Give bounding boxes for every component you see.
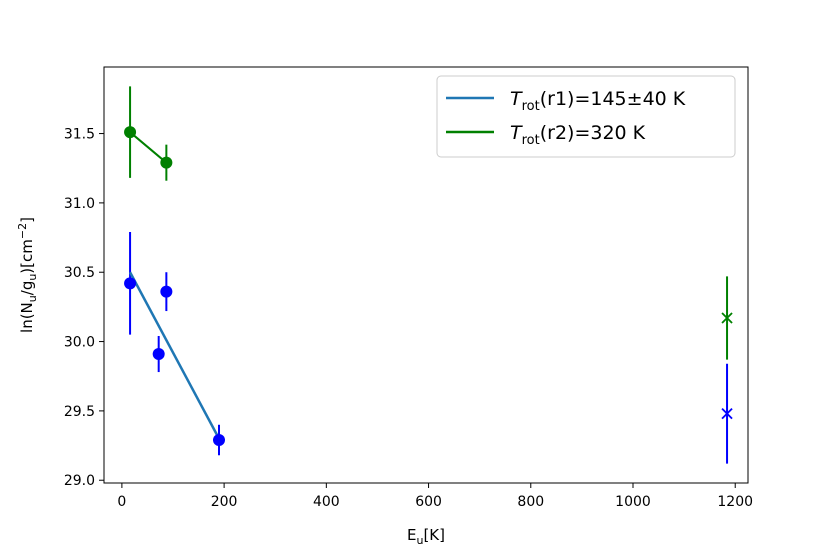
y-axis-label-sub2: u (26, 274, 39, 281)
legend: Trot(r1)=145±40 K Trot(r2)=320 K (436, 75, 736, 158)
data-marks (124, 86, 733, 464)
x-axis-label: Eu[K] (407, 526, 445, 547)
y-axis-label-sub1: u (26, 295, 39, 302)
data-point-2 (160, 285, 173, 298)
x-axis-label-main: E (407, 526, 416, 544)
y-tick-label-5: 31.5 (64, 127, 95, 143)
x-tick-label-4: 800 (517, 494, 544, 510)
x-tick-label-6: 1200 (717, 494, 753, 510)
y-axis-label-pre: ln(N (18, 302, 36, 333)
data-point-5 (124, 126, 137, 139)
legend-r2-main: T (510, 122, 523, 144)
y-tick-label-3: 30.5 (64, 265, 95, 281)
fit-line-r1 (128, 271, 221, 440)
data-point-x-4 (721, 408, 733, 420)
x-axis-label-rest: [K] (423, 526, 445, 544)
y-axis-label-end: ] (18, 217, 36, 223)
x-axis: 0 200 400 600 800 1000 1200 (117, 483, 753, 510)
legend-r2-sub: rot (522, 133, 540, 148)
legend-box (436, 75, 736, 158)
data-point-6 (160, 156, 173, 169)
y-axis: 29.0 29.5 30.0 30.5 31.0 31.5 (64, 127, 104, 489)
y-axis-label-sup: −2 (16, 223, 29, 239)
y-tick-label-4: 31.0 (64, 196, 95, 212)
y-tick-label-0: 29.0 (64, 473, 95, 489)
y-axis-label: ln(Nu/gu)[cm−2] (16, 217, 39, 333)
x-tick-label-1: 200 (211, 494, 238, 510)
connection-line-0 (129, 131, 167, 164)
x-axis-label-sub: u (416, 534, 423, 547)
x-tick-label-2: 400 (313, 494, 340, 510)
y-tick-label-2: 30.0 (64, 335, 95, 351)
x-marker-stroke-b (721, 312, 733, 324)
x-marker-stroke-b (721, 408, 733, 420)
data-point-3 (213, 434, 225, 447)
legend-entry-r2: Trot(r2)=320 K (510, 122, 646, 148)
legend-r1-sub: rot (522, 99, 540, 114)
legend-entry-r1: Trot(r1)=145±40 K (510, 88, 686, 114)
y-tick-label-1: 29.5 (64, 404, 95, 420)
x-tick-label-3: 600 (415, 494, 442, 510)
legend-r2-rest: (r2)=320 K (540, 122, 646, 144)
y-axis-label-post: )[cm (18, 239, 36, 274)
data-point-x-7 (721, 312, 733, 324)
x-tick-label-5: 1000 (615, 494, 651, 510)
data-point-0 (124, 277, 137, 290)
legend-r1-rest: (r1)=145±40 K (540, 88, 686, 110)
y-axis-label-mid: /g (18, 281, 36, 296)
x-tick-label-0: 0 (117, 494, 126, 510)
legend-r1-main: T (510, 88, 523, 110)
data-point-1 (152, 348, 165, 361)
